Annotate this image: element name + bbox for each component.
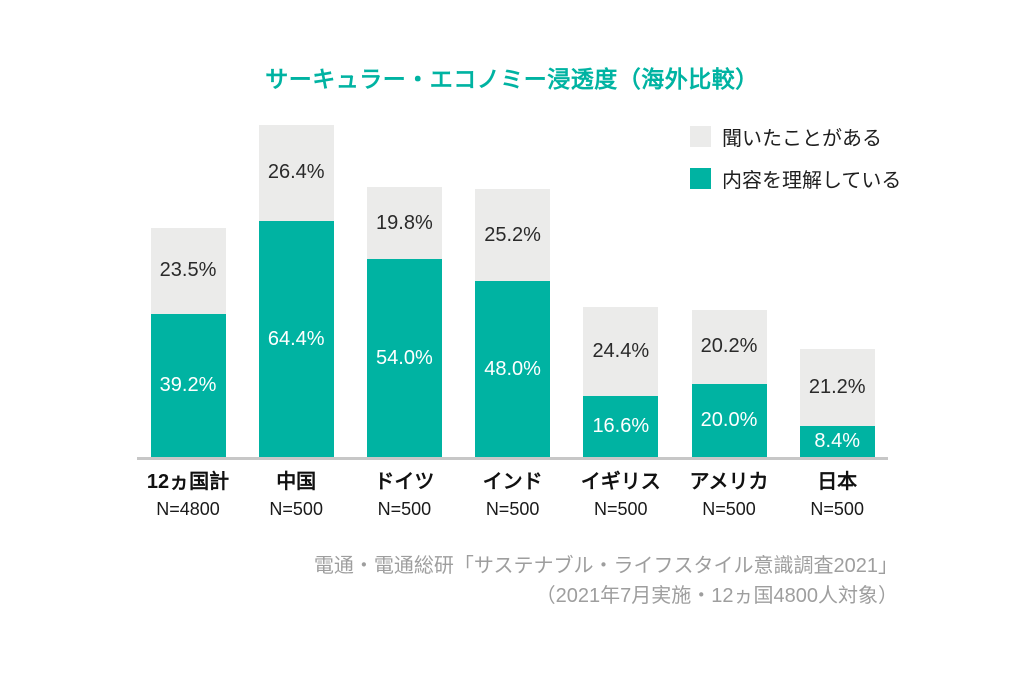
bar-日本: 21.2% 8.4%: [799, 348, 875, 457]
sample-size: N=500: [810, 499, 864, 519]
segment-heard-12ヵ国計: 23.5%: [150, 227, 226, 314]
category-name: 中国: [276, 471, 317, 493]
chart-title: サーキュラー・エコノミー浸透度（海外比較）: [265, 66, 759, 92]
sample-size: N=4800: [156, 499, 220, 519]
legend-label-heard: 聞いたことがある: [722, 128, 882, 150]
bar-アメリカ: 20.2% 20.0%: [691, 309, 767, 457]
x-label-アメリカ: アメリカ N=500: [664, 470, 794, 520]
segment-heard-日本: 21.2%: [799, 348, 875, 427]
category-name: 日本: [817, 471, 858, 493]
x-label-12ヵ国計: 12ヵ国計 N=4800: [123, 470, 253, 520]
segment-understand-日本: 8.4%: [799, 426, 875, 457]
segment-understand-12ヵ国計: 39.2%: [150, 313, 226, 457]
category-name: アメリカ: [689, 471, 769, 493]
legend-label-understand: 内容を理解している: [722, 170, 902, 192]
legend-item-understand: 内容を理解している: [690, 164, 901, 193]
legend: 聞いたことがある 内容を理解している: [690, 122, 901, 206]
segment-understand-イギリス: 16.6%: [583, 396, 659, 457]
sample-size: N=500: [269, 499, 323, 519]
bar-イギリス: 24.4% 16.6%: [583, 306, 659, 457]
x-label-中国: 中国 N=500: [231, 470, 361, 520]
legend-swatch-heard: [690, 126, 711, 147]
sample-size: N=500: [702, 499, 756, 519]
sample-size: N=500: [594, 499, 648, 519]
category-name: インド: [482, 471, 543, 493]
legend-swatch-understand: [690, 168, 711, 189]
source-line-1: 電通・電通総研「サステナブル・ライフスタイル意識調査2021」: [313, 555, 898, 577]
x-label-日本: 日本 N=500: [772, 470, 902, 520]
legend-item-heard: 聞いたことがある: [690, 122, 901, 151]
x-label-インド: インド N=500: [448, 470, 578, 520]
sample-size: N=500: [485, 499, 540, 519]
segment-understand-中国: 64.4%: [258, 221, 334, 457]
segment-understand-インド: 48.0%: [475, 281, 551, 457]
segment-heard-インド: 25.2%: [475, 189, 551, 282]
category-name: イギリス: [580, 471, 661, 493]
x-axis-line: [137, 457, 888, 460]
source-line-2: （2021年7月実施・12ヵ国4800人対象）: [535, 585, 898, 607]
segment-heard-中国: 26.4%: [258, 124, 334, 222]
segment-understand-アメリカ: 20.0%: [691, 383, 767, 457]
bar-中国: 26.4% 64.4%: [258, 124, 334, 457]
segment-heard-イギリス: 24.4%: [583, 306, 659, 397]
bar-インド: 25.2% 48.0%: [475, 189, 551, 457]
x-label-イギリス: イギリス N=500: [556, 470, 686, 520]
sample-size: N=500: [377, 499, 432, 519]
x-label-ドイツ: ドイツ N=500: [339, 470, 469, 520]
source-note: 電通・電通総研「サステナブル・ライフスタイル意識調査2021」 （2021年7月…: [314, 551, 898, 611]
bar-12ヵ国計: 23.5% 39.2%: [150, 227, 226, 457]
category-name: 12ヵ国計: [146, 471, 230, 493]
segment-heard-アメリカ: 20.2%: [691, 309, 767, 384]
segment-understand-ドイツ: 54.0%: [366, 259, 442, 457]
bar-ドイツ: 19.8% 54.0%: [366, 186, 442, 457]
category-name: ドイツ: [374, 471, 435, 493]
segment-heard-ドイツ: 19.8%: [366, 186, 442, 260]
